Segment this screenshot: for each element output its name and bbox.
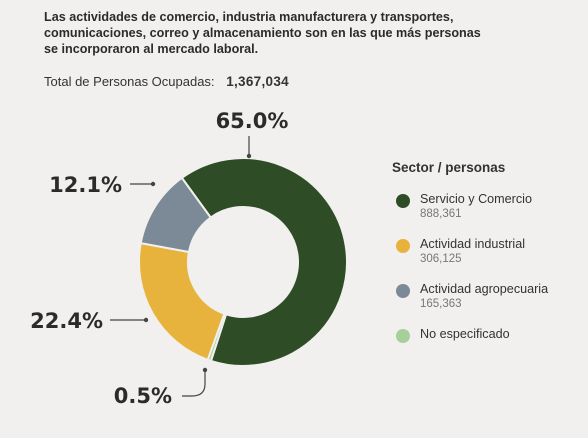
legend-label: Actividad agropecuaria — [420, 282, 549, 296]
legend-swatch — [396, 329, 410, 343]
leader-dot-industrial — [143, 317, 149, 323]
legend: Sector / personas Servicio y Comercio 888… — [392, 160, 548, 356]
legend-label: Actividad industrial — [420, 237, 525, 251]
leader-dot-no-especificado — [202, 367, 208, 373]
legend-label: No especificado — [420, 327, 510, 341]
legend-item-actividad-agropecuaria: Actividad agropecuaria 165,363 — [392, 281, 548, 312]
legend-items: Servicio y Comercio 888,361 Actividad indu… — [392, 191, 548, 343]
headline-line-2: comunicaciones, correo y almacenamiento … — [44, 26, 481, 40]
slice-actividad-agropecuaria — [139, 176, 213, 254]
pct-label-no-especificado: 0.5% — [114, 384, 172, 408]
total-label: Total de Personas Ocupadas: — [44, 74, 215, 89]
headline: Las actividades de comercio, industria m… — [44, 9, 514, 57]
legend-value: 165,363 — [420, 298, 462, 310]
slice-servicio-y-comercio — [180, 157, 348, 367]
legend-swatch — [396, 194, 410, 208]
legend-title: Sector / personas — [392, 160, 506, 175]
legend-value: 306,125 — [420, 253, 462, 265]
legend-swatch — [396, 239, 410, 253]
total-value: 1,367,034 — [226, 74, 289, 89]
legend-value: 888,361 — [420, 208, 462, 220]
pct-label-agropecuaria: 12.1% — [49, 173, 122, 197]
leader-dot-servicio — [246, 153, 252, 159]
total-row: Total de Personas Ocupadas: 1,367,034 — [44, 74, 289, 89]
slice-actividad-industrial — [138, 241, 226, 362]
headline-line-1: Las actividades de comercio, industria m… — [44, 10, 454, 24]
legend-swatch — [396, 284, 410, 298]
legend-item-no-especificado: No especificado — [392, 326, 548, 343]
legend-item-servicio-y-comercio: Servicio y Comercio 888,361 — [392, 191, 548, 222]
leader-dot-agropecuaria — [150, 181, 156, 187]
headline-line-3: se incorporaron al mercado laboral. — [44, 42, 259, 56]
leader-line-no-especificado — [182, 370, 206, 397]
legend-label: Servicio y Comercio — [420, 192, 532, 206]
pct-label-servicio: 65.0% — [216, 109, 289, 133]
legend-item-actividad-industrial: Actividad industrial 306,125 — [392, 236, 548, 267]
pct-label-industrial: 22.4% — [30, 309, 103, 333]
